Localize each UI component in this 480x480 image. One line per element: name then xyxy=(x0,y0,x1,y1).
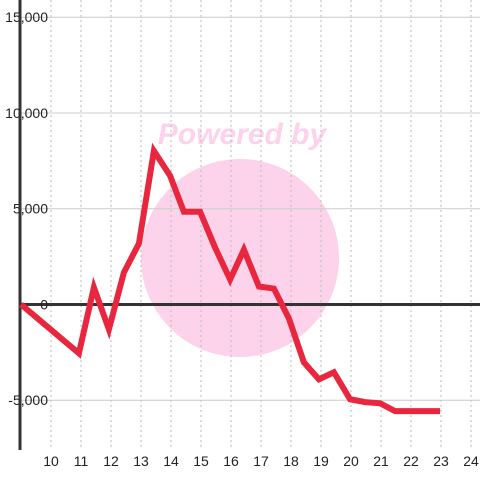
y-tick-label: 15,000 xyxy=(5,9,48,25)
y-tick-label: 10,000 xyxy=(5,105,48,121)
x-tick-label: 21 xyxy=(373,453,389,469)
x-tick-label: 17 xyxy=(253,453,269,469)
y-tick-label: 0 xyxy=(40,296,48,312)
line xyxy=(19,142,441,415)
x-tick-label: 13 xyxy=(133,453,149,469)
x-tick-label: 16 xyxy=(223,453,239,469)
x-tick-label: 11 xyxy=(74,453,89,469)
x-tick-label: 15 xyxy=(193,453,209,469)
watermark-text: Powered by xyxy=(158,118,328,151)
x-tick-label: 22 xyxy=(403,453,419,469)
y-tick-label: 5,000 xyxy=(13,201,48,217)
x-tick-label: 10 xyxy=(43,453,59,469)
x-tick-label: 24 xyxy=(463,453,479,469)
x-tick-label: 23 xyxy=(433,453,449,469)
x-tick-label: 12 xyxy=(103,453,119,469)
y-tick-label: -5,000 xyxy=(8,392,48,408)
x-tick-label: 19 xyxy=(313,453,329,469)
x-tick-label: 20 xyxy=(343,453,359,469)
x-tick-label: 18 xyxy=(283,453,299,469)
x-tick-label: 14 xyxy=(163,453,179,469)
